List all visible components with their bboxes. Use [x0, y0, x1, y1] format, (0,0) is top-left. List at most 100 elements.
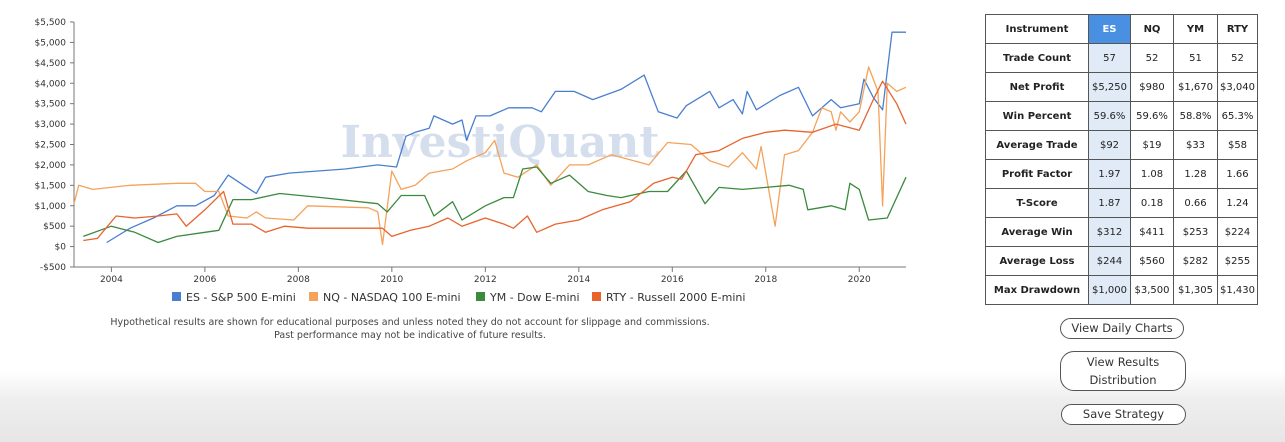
stats-row-label: Net Profit [985, 72, 1089, 102]
stats-row: Profit Factor 1.97 1.08 1.28 1.66 [985, 159, 1258, 189]
stats-cell-rty: $255 [1217, 246, 1258, 276]
stats-row: Average Loss $244 $560 $282 $255 [985, 246, 1258, 276]
stats-cell-rty: $3,040 [1217, 72, 1258, 102]
stats-cell-es: $92 [1088, 130, 1131, 160]
stats-cell-es: $5,250 [1088, 72, 1131, 102]
stats-cell-rty: $58 [1217, 130, 1258, 160]
stats-cell-nq: $980 [1130, 72, 1174, 102]
stats-cell-rty: 1.24 [1217, 188, 1258, 218]
x-tick-label: 2014 [567, 275, 590, 285]
stats-cell-nq: $3,500 [1130, 275, 1174, 305]
stats-row: Win Percent 59.6% 59.6% 58.8% 65.3% [985, 101, 1258, 131]
legend-swatch [476, 292, 485, 301]
legend-item-rty[interactable]: RTY - Russell 2000 E-mini [592, 291, 745, 304]
save-strategy-button[interactable]: Save Strategy [1061, 404, 1186, 425]
stats-cell-nq: 52 [1130, 43, 1174, 73]
series-line-es [106, 31, 906, 244]
stats-row-label: Average Loss [985, 246, 1089, 276]
y-tick-label: $4,000 [35, 79, 67, 89]
stats-row: Average Trade $92 $19 $33 $58 [985, 130, 1258, 160]
y-tick-label: $3,500 [35, 100, 67, 110]
stats-cell-rty: $1,430 [1217, 275, 1258, 305]
y-tick-label: $1,000 [35, 202, 67, 212]
view-daily-charts-button[interactable]: View Daily Charts [1060, 318, 1184, 339]
header-ym[interactable]: YM [1173, 14, 1218, 44]
legend-item-es[interactable]: ES - S&P 500 E-mini [172, 291, 296, 304]
stats-cell-rty: 65.3% [1217, 101, 1258, 131]
stats-row: Trade Count 57 52 51 52 [985, 43, 1258, 73]
stats-cell-nq: $411 [1130, 217, 1174, 247]
x-tick-label: 2016 [661, 275, 684, 285]
stats-cell-es: $312 [1088, 217, 1131, 247]
stats-cell-es: 1.97 [1088, 159, 1131, 189]
equity-chart: InvestiQuant -$500 $0 $500 $1,000 $1,500 $2,0… [35, 18, 907, 341]
legend-label: RTY - Russell 2000 E-mini [606, 291, 745, 304]
results-distribution-label-1: View Results [1086, 355, 1160, 369]
stats-row-label: Profit Factor [985, 159, 1089, 189]
stats-cell-es: 59.6% [1088, 101, 1131, 131]
legend-swatch [309, 292, 318, 301]
y-tick-label: $2,500 [35, 141, 67, 151]
stats-row: Net Profit $5,250 $980 $1,670 $3,040 [985, 72, 1258, 102]
stats-row-label: Max Drawdown [985, 275, 1089, 305]
x-tick-label: 2020 [848, 275, 871, 285]
stats-row: Average Win $312 $411 $253 $224 [985, 217, 1258, 247]
stats-cell-ym: $282 [1173, 246, 1218, 276]
legend-label: ES - S&P 500 E-mini [186, 291, 296, 304]
y-tick-label: $0 [55, 243, 67, 253]
stats-cell-ym: $253 [1173, 217, 1218, 247]
y-tick-label: $1,500 [35, 181, 67, 191]
series-line-rty [83, 80, 907, 242]
legend-label: YM - Dow E-mini [489, 291, 580, 304]
y-tick-label: $5,000 [35, 38, 67, 48]
y-tick-label: $4,500 [35, 59, 67, 69]
legend-item-nq[interactable]: NQ - NASDAQ 100 E-mini [309, 291, 461, 304]
legend-swatch [172, 292, 181, 301]
stats-row: T-Score 1.87 0.18 0.66 1.24 [985, 188, 1258, 218]
legend-item-ym[interactable]: YM - Dow E-mini [476, 291, 580, 304]
stats-cell-es: $244 [1088, 246, 1131, 276]
view-results-distribution-button[interactable]: View Results Distribution [1060, 351, 1186, 391]
stats-cell-es: 1.87 [1088, 188, 1131, 218]
results-distribution-label-2: Distribution [1089, 373, 1157, 387]
stats-cell-ym: $33 [1173, 130, 1218, 160]
stats-cell-nq: $19 [1130, 130, 1174, 160]
stats-cell-rty: $224 [1217, 217, 1258, 247]
x-tick-label: 2004 [100, 275, 123, 285]
y-tick-label: $5,500 [35, 18, 67, 28]
series-layer [73, 31, 907, 246]
stats-row-label: T-Score [985, 188, 1089, 218]
chart-legend: ES - S&P 500 E-mini NQ - NASDAQ 100 E-min… [172, 291, 745, 304]
series-line-ym [83, 166, 907, 244]
stats-table: Instrument ES NQ YM RTY Trade Count 57 52 5… [985, 14, 1258, 305]
x-tick-label: 2008 [287, 275, 310, 285]
x-tick-label: 2010 [380, 275, 403, 285]
stats-row-label: Win Percent [985, 101, 1089, 131]
y-tick-label: -$500 [40, 263, 66, 273]
stats-cell-ym: 58.8% [1173, 101, 1218, 131]
stats-cell-ym: 51 [1173, 43, 1218, 73]
stats-row-label: Trade Count [985, 43, 1089, 73]
legend-label: NQ - NASDAQ 100 E-mini [323, 291, 461, 304]
stats-cell-es: $1,000 [1088, 275, 1131, 305]
legend-swatch [592, 292, 601, 301]
stats-cell-nq: 1.08 [1130, 159, 1174, 189]
stats-cell-ym: 0.66 [1173, 188, 1218, 218]
header-es[interactable]: ES [1088, 14, 1131, 44]
x-tick-label: 2006 [193, 275, 216, 285]
x-tick-label: 2018 [754, 275, 777, 285]
stats-cell-es: 57 [1088, 43, 1131, 73]
header-rty[interactable]: RTY [1217, 14, 1258, 44]
stats-cell-ym: $1,670 [1173, 72, 1218, 102]
disclaimer-line-1: Hypothetical results are shown for educa… [110, 317, 710, 328]
stats-row-label: Average Trade [985, 130, 1089, 160]
header-nq[interactable]: NQ [1130, 14, 1174, 44]
stats-header-row: Instrument ES NQ YM RTY [985, 14, 1258, 44]
stats-cell-ym: 1.28 [1173, 159, 1218, 189]
stats-cell-rty: 1.66 [1217, 159, 1258, 189]
stats-row: Max Drawdown $1,000 $3,500 $1,305 $1,430 [985, 275, 1258, 305]
disclaimer-line-2: Past performance may not be indicative o… [274, 330, 546, 341]
y-axis: -$500 $0 $500 $1,000 $1,500 $2,000 $2,500 $3,00… [35, 18, 75, 273]
stats-cell-nq: 59.6% [1130, 101, 1174, 131]
stats-cell-rty: 52 [1217, 43, 1258, 73]
